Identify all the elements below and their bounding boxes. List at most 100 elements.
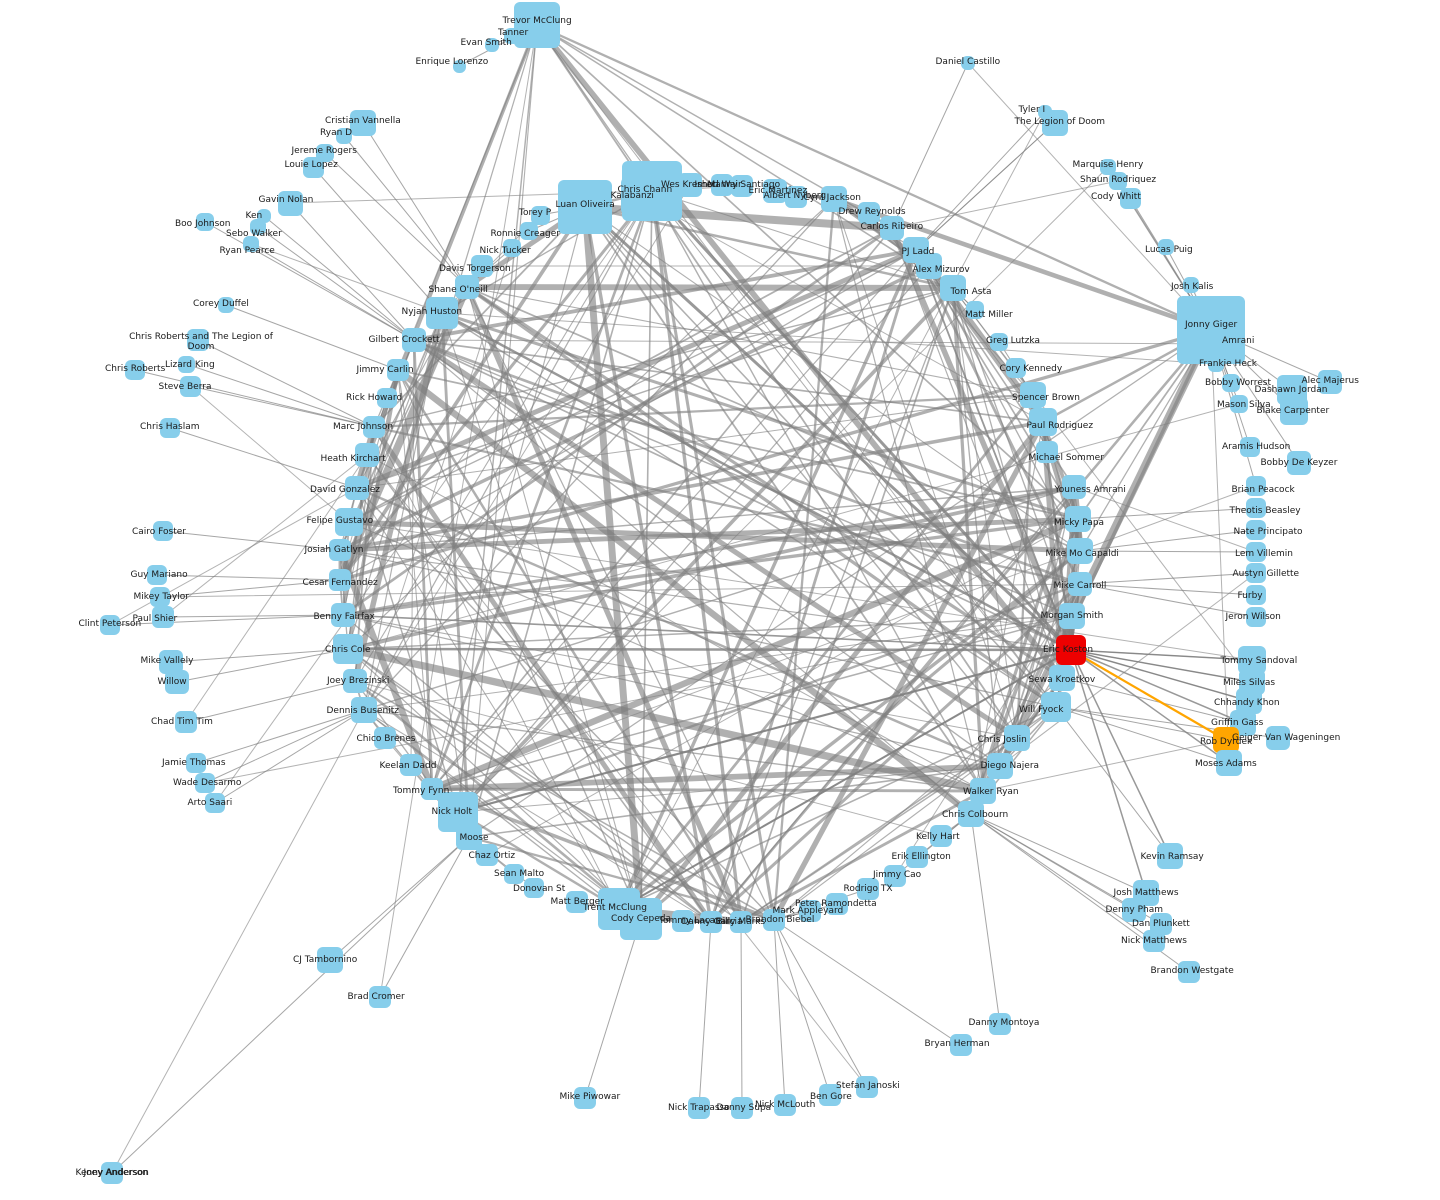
graph-node[interactable] [1041, 692, 1071, 722]
graph-node[interactable] [1266, 726, 1290, 750]
graph-node[interactable] [1100, 159, 1116, 175]
graph-node[interactable] [774, 1094, 796, 1116]
graph-node[interactable] [1004, 725, 1030, 751]
graph-node[interactable] [1059, 603, 1085, 629]
graph-node[interactable] [101, 1162, 123, 1184]
graph-node[interactable] [455, 275, 479, 299]
graph-node[interactable] [1056, 635, 1086, 665]
graph-node[interactable] [880, 216, 904, 240]
graph-node[interactable] [165, 670, 189, 694]
graph-node[interactable] [1109, 172, 1127, 190]
graph-node[interactable] [1246, 520, 1266, 540]
graph-node[interactable] [186, 753, 206, 773]
graph-node[interactable] [826, 893, 848, 915]
graph-node[interactable] [763, 909, 785, 931]
graph-node[interactable] [785, 186, 807, 208]
graph-node[interactable] [574, 1087, 596, 1109]
graph-node[interactable] [177, 355, 195, 373]
graph-node[interactable] [1065, 506, 1091, 532]
graph-node[interactable] [402, 328, 426, 352]
graph-node[interactable] [329, 539, 351, 561]
graph-node[interactable] [1006, 358, 1026, 378]
graph-node[interactable] [819, 1084, 841, 1106]
graph-node[interactable] [426, 297, 458, 329]
graph-node[interactable] [343, 669, 367, 693]
graph-node[interactable] [950, 1034, 972, 1056]
graph-node[interactable] [345, 476, 369, 500]
graph-node[interactable] [1240, 437, 1260, 457]
graph-node[interactable] [1236, 688, 1262, 714]
graph-node[interactable] [1029, 408, 1057, 436]
graph-node[interactable] [195, 773, 215, 793]
graph-node[interactable] [621, 177, 659, 215]
graph-node[interactable] [966, 301, 984, 319]
graph-node[interactable] [987, 753, 1013, 779]
graph-node[interactable] [250, 219, 266, 235]
graph-node[interactable] [1062, 475, 1086, 499]
graph-node[interactable] [1158, 239, 1174, 255]
graph-node[interactable] [1246, 476, 1266, 496]
graph-node[interactable] [1246, 585, 1266, 605]
graph-node[interactable] [1246, 563, 1266, 583]
graph-node[interactable] [700, 911, 722, 933]
graph-node[interactable] [277, 190, 303, 216]
graph-node[interactable] [476, 844, 498, 866]
graph-node[interactable] [916, 253, 942, 279]
graph-node[interactable] [147, 565, 167, 585]
graph-node[interactable] [1318, 370, 1342, 394]
graph-node[interactable] [363, 416, 385, 438]
graph-node[interactable] [856, 1076, 878, 1098]
graph-node[interactable] [317, 947, 343, 973]
graph-node[interactable] [503, 239, 521, 257]
graph-node[interactable] [1246, 607, 1266, 627]
graph-node[interactable] [514, 2, 560, 48]
graph-node[interactable] [100, 615, 120, 635]
graph-node[interactable] [970, 778, 996, 804]
graph-node[interactable] [504, 28, 520, 44]
graph-node[interactable] [857, 878, 879, 900]
graph-node[interactable] [331, 603, 355, 627]
graph-node[interactable] [336, 128, 352, 144]
graph-node[interactable] [243, 236, 259, 252]
graph-node[interactable] [763, 179, 787, 203]
graph-node[interactable] [1183, 277, 1199, 293]
graph-node[interactable] [711, 174, 733, 196]
graph-node[interactable] [530, 205, 550, 225]
graph-node[interactable] [1280, 397, 1308, 425]
graph-node[interactable] [196, 213, 214, 231]
graph-node[interactable] [1036, 441, 1058, 463]
graph-node[interactable] [678, 173, 702, 197]
graph-node[interactable] [1178, 961, 1200, 983]
graph-node[interactable] [485, 38, 499, 52]
graph-node[interactable] [350, 110, 376, 136]
graph-node[interactable] [218, 297, 234, 313]
graph-node[interactable] [1230, 338, 1242, 350]
graph-node[interactable] [471, 255, 493, 277]
graph-node[interactable] [1208, 356, 1224, 372]
graph-node[interactable] [1246, 542, 1266, 562]
graph-node[interactable] [302, 156, 324, 178]
graph-node[interactable] [1122, 898, 1146, 922]
graph-node[interactable] [175, 711, 197, 733]
graph-node[interactable] [566, 891, 588, 913]
graph-node[interactable] [387, 359, 409, 381]
graph-node[interactable] [930, 825, 952, 847]
graph-node[interactable] [961, 56, 975, 70]
graph-node[interactable] [799, 900, 821, 922]
graph-node[interactable] [731, 1097, 753, 1119]
graph-node[interactable] [1068, 572, 1092, 596]
graph-node[interactable] [1177, 296, 1245, 364]
graph-node[interactable] [688, 1097, 710, 1119]
graph-node[interactable] [452, 59, 466, 73]
graph-node[interactable] [160, 418, 180, 438]
graph-node[interactable] [1042, 110, 1068, 136]
graph-node[interactable] [187, 329, 209, 351]
graph-node[interactable] [369, 986, 391, 1008]
graph-node[interactable] [958, 801, 984, 827]
graph-node[interactable] [940, 275, 966, 301]
graph-node[interactable] [1119, 187, 1141, 209]
graph-node[interactable] [1020, 382, 1046, 408]
graph-node[interactable] [558, 180, 612, 234]
graph-node[interactable] [1143, 930, 1165, 952]
